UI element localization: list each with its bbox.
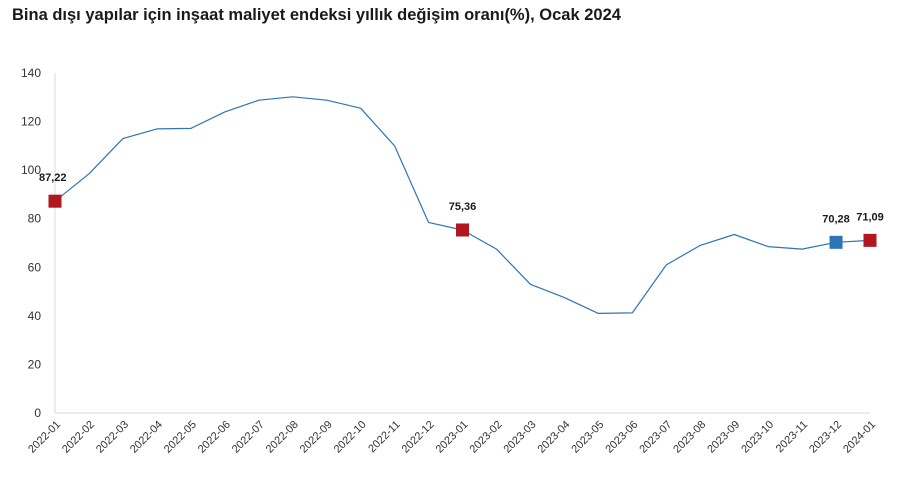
highlight-marker <box>863 233 877 247</box>
x-tick-label: 2023-11 <box>774 419 810 455</box>
axes <box>54 73 870 414</box>
data-labels: 87,22 75,36 70,28 71,09 <box>39 172 884 225</box>
x-tick-label: 2023-04 <box>535 419 572 456</box>
y-tick-label: 140 <box>21 66 41 80</box>
x-tick-label: 2022-08 <box>264 419 301 456</box>
y-tick-label: 80 <box>28 212 42 226</box>
y-tick-label: 60 <box>28 260 42 274</box>
x-tick-label: 2023-03 <box>502 419 539 456</box>
x-tick-label: 2023-06 <box>603 419 640 456</box>
x-tick-label: 2023-09 <box>705 419 742 456</box>
x-tick-label: 2022-04 <box>128 419 165 456</box>
x-tick-labels: 2022-012022-022022-032022-042022-052022-… <box>26 419 878 456</box>
x-tick-label: 2023-08 <box>671 419 708 456</box>
x-tick-label: 2023-01 <box>434 419 471 456</box>
x-tick-label: 2022-12 <box>400 419 437 456</box>
y-tick-label: 20 <box>28 357 42 371</box>
x-tick-label: 2022-06 <box>196 419 233 456</box>
data-label: 87,22 <box>39 172 67 184</box>
x-tick-label: 2022-07 <box>230 419 267 456</box>
highlight-marker <box>829 235 843 249</box>
chart-title: Bina dışı yapılar için inşaat maliyet en… <box>12 6 621 24</box>
data-label: 75,36 <box>449 201 477 213</box>
x-tick-label: 2022-10 <box>332 419 369 456</box>
highlight-markers <box>48 194 877 249</box>
x-tick-label: 2022-03 <box>94 419 131 456</box>
highlight-marker <box>456 223 469 237</box>
data-label: 71,09 <box>856 211 884 223</box>
x-tick-label: 2024-01 <box>841 419 878 456</box>
x-tick-label: 2022-05 <box>162 419 199 456</box>
y-tick-label: 120 <box>21 115 41 129</box>
x-tick-label: 2022-09 <box>298 419 335 456</box>
x-tick-label: 2023-12 <box>807 419 844 456</box>
y-tick-label: 40 <box>28 309 42 323</box>
x-tick-label: 2023-05 <box>569 419 606 456</box>
data-label: 70,28 <box>822 213 850 225</box>
x-tick-label: 2023-02 <box>468 419 505 456</box>
x-tick-label: 2023-10 <box>739 419 776 456</box>
x-tick-label: 2023-07 <box>637 419 674 456</box>
highlight-marker <box>48 194 62 208</box>
x-tick-label: 2022-11 <box>366 419 402 455</box>
y-tick-labels: 0 20 40 60 80 100 120 140 <box>21 66 41 420</box>
x-tick-label: 2022-02 <box>60 419 97 456</box>
y-tick-label: 0 <box>34 406 41 420</box>
x-tick-label: 2022-01 <box>26 419 63 456</box>
y-tick-label: 100 <box>21 163 41 177</box>
